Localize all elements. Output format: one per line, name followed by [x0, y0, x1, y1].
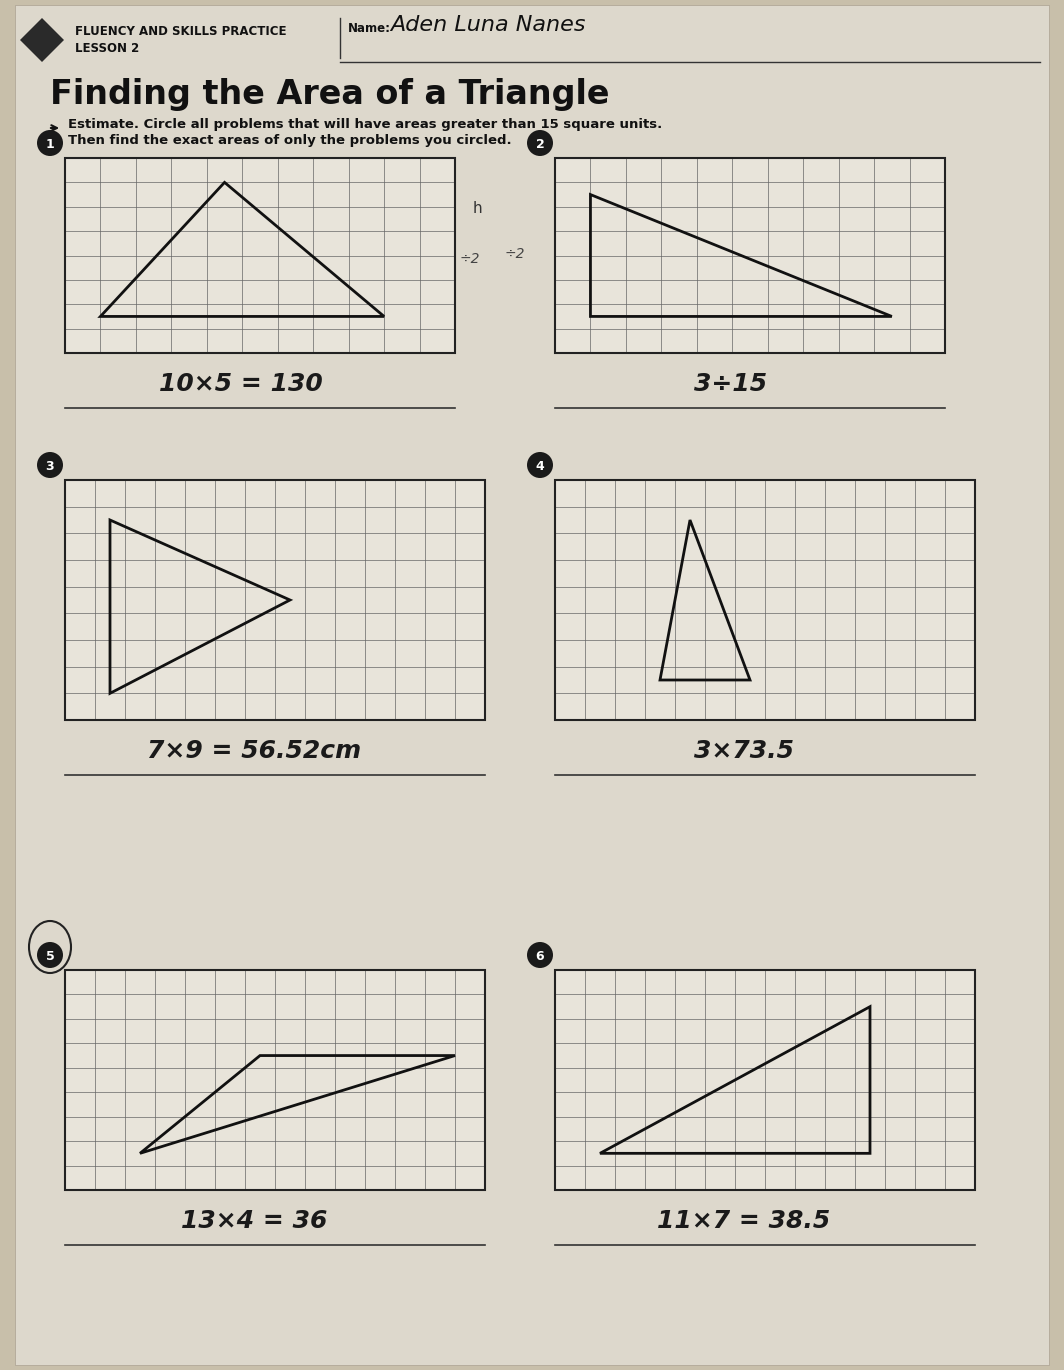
- Bar: [555, 970, 975, 1191]
- Circle shape: [527, 943, 553, 969]
- Bar: [555, 158, 945, 353]
- Text: h: h: [473, 201, 483, 216]
- Circle shape: [527, 130, 553, 156]
- Bar: [555, 479, 975, 721]
- Text: 1: 1: [46, 137, 54, 151]
- Circle shape: [37, 452, 63, 478]
- Text: 13×4 = 36: 13×4 = 36: [181, 1208, 328, 1233]
- Text: 3÷15: 3÷15: [694, 373, 767, 396]
- Text: 11×7 = 38.5: 11×7 = 38.5: [658, 1208, 831, 1233]
- Bar: [65, 970, 485, 1191]
- Text: Name:: Name:: [348, 22, 390, 36]
- Text: 2: 2: [535, 137, 545, 151]
- Text: LESSON 2: LESSON 2: [74, 42, 139, 55]
- Text: 7×9 = 56.52cm: 7×9 = 56.52cm: [147, 738, 361, 763]
- Text: 3: 3: [46, 459, 54, 473]
- Circle shape: [37, 943, 63, 969]
- Text: Finding the Area of a Triangle: Finding the Area of a Triangle: [50, 78, 610, 111]
- Bar: [555, 479, 975, 721]
- Text: FLUENCY AND SKILLS PRACTICE: FLUENCY AND SKILLS PRACTICE: [74, 25, 286, 38]
- Text: Estimate. Circle all problems that will have areas greater than 15 square units.: Estimate. Circle all problems that will …: [68, 118, 662, 132]
- Text: 6: 6: [535, 949, 545, 963]
- Text: 10×5 = 130: 10×5 = 130: [159, 373, 322, 396]
- Text: 4: 4: [535, 459, 545, 473]
- Text: Then find the exact areas of only the problems you circled.: Then find the exact areas of only the pr…: [68, 134, 512, 147]
- Bar: [65, 158, 455, 353]
- Text: ÷2: ÷2: [460, 252, 481, 266]
- Bar: [65, 158, 455, 353]
- Circle shape: [527, 452, 553, 478]
- Bar: [65, 479, 485, 721]
- Bar: [555, 970, 975, 1191]
- Polygon shape: [20, 18, 64, 62]
- Text: Aden Luna Nanes: Aden Luna Nanes: [390, 15, 585, 36]
- Bar: [65, 479, 485, 721]
- Text: 3×73.5: 3×73.5: [694, 738, 794, 763]
- Text: ÷2: ÷2: [505, 247, 526, 262]
- Bar: [65, 970, 485, 1191]
- Circle shape: [37, 130, 63, 156]
- Text: 5: 5: [46, 949, 54, 963]
- Bar: [555, 158, 945, 353]
